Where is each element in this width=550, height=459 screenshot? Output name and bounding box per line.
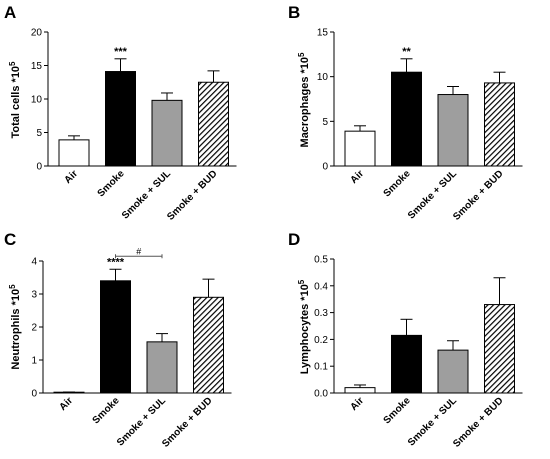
panel-d: D Lymphocytes *105 0.0 0.1 0.2 0.3 0.4 0.5 Air…: [288, 230, 523, 450]
ylabel-d-sup: 5: [297, 279, 306, 284]
y-tick-label-a: 0: [36, 162, 42, 173]
y-tick-label-c: 3: [31, 290, 37, 301]
panel-letter-c: C: [4, 230, 16, 249]
category-label-c-1: Air: [58, 395, 76, 413]
ylabel-c-main: Neutrophils *10: [10, 289, 22, 370]
bar-b-3: [437, 94, 469, 167]
y-tick-label-b: 0: [322, 162, 328, 173]
bar-c-2: [100, 280, 131, 394]
category-label-c-2: Smoke: [91, 395, 122, 426]
category-label-a-3: Smoke + SUL: [120, 168, 173, 221]
bar-b-4: [484, 82, 515, 167]
category-label-b-4: Smoke + BUD: [451, 168, 505, 222]
y-tick-label-c: 1: [31, 356, 37, 367]
significance-b: **: [402, 46, 411, 58]
y-tick-label-a: 15: [31, 61, 43, 72]
ylabel-c: Neutrophils *105: [8, 284, 22, 370]
category-label-a-2: Smoke: [96, 168, 127, 199]
category-label-a-4: Smoke + BUD: [165, 168, 219, 222]
bar-a-3: [151, 99, 183, 167]
comparison-mark-c: #: [136, 246, 141, 256]
bar-d-1: [344, 387, 376, 394]
y-tick-label-b: 15: [317, 28, 329, 39]
y-tick-label-d: 0.3: [314, 308, 328, 319]
category-label-c-4: Smoke + BUD: [160, 395, 214, 449]
panel-letter-b: B: [288, 3, 300, 22]
category-label-b-3: Smoke + SUL: [406, 168, 459, 221]
bar-b-2: [391, 71, 422, 167]
bar-a-2: [105, 71, 136, 167]
y-tick-label-c: 2: [31, 323, 37, 334]
y-tick-label-c: 4: [31, 257, 37, 268]
ylabel-a-sup: 5: [8, 61, 17, 66]
y-tick-label-c: 0: [31, 389, 37, 400]
y-tick-label-d: 0.0: [314, 389, 328, 400]
ylabel-a-main: Total cells *10: [10, 66, 22, 139]
y-tick-label-b: 10: [317, 72, 329, 83]
ylabel-d-main: Lymphocytes *10: [299, 284, 311, 374]
category-label-d-1: Air: [349, 395, 367, 413]
category-label-c-3: Smoke + SUL: [115, 395, 168, 448]
panel-letter-a: A: [4, 3, 16, 22]
y-tick-label-a: 10: [31, 95, 43, 106]
ylabel-b-sup: 5: [297, 52, 306, 57]
y-tick-label-d: 0.5: [314, 255, 328, 266]
y-tick-label-a: 20: [31, 28, 43, 39]
category-label-d-3: Smoke + SUL: [406, 395, 459, 448]
bar-c-3: [146, 341, 178, 394]
bar-a-1: [58, 139, 90, 167]
bar-d-3: [437, 349, 469, 394]
category-label-b-2: Smoke: [382, 168, 413, 199]
panel-letter-d: D: [288, 230, 300, 249]
ylabel-a: Total cells *105: [8, 61, 22, 139]
bar-d-2: [391, 334, 422, 394]
category-label-a-1: Air: [63, 168, 81, 186]
y-tick-label-d: 0.1: [314, 362, 328, 373]
category-label-b-1: Air: [349, 168, 367, 186]
significance-c: ****: [107, 256, 125, 268]
y-tick-label-d: 0.4: [314, 281, 328, 292]
y-tick-label-a: 5: [36, 128, 42, 139]
ylabel-c-sup: 5: [8, 284, 17, 289]
bar-d-4: [484, 304, 515, 394]
ylabel-b-main: Macrophages *10: [299, 57, 311, 147]
category-label-d-4: Smoke + BUD: [451, 395, 505, 449]
significance-a: ***: [114, 46, 128, 58]
bar-c-4: [193, 296, 224, 394]
bar-a-4: [198, 81, 229, 167]
ylabel-b: Macrophages *105: [297, 52, 311, 147]
category-label-d-2: Smoke: [382, 395, 413, 426]
y-tick-label-d: 0.2: [314, 335, 328, 346]
bar-b-1: [344, 130, 376, 167]
ylabel-d: Lymphocytes *105: [297, 279, 311, 374]
y-tick-label-b: 5: [322, 117, 328, 128]
